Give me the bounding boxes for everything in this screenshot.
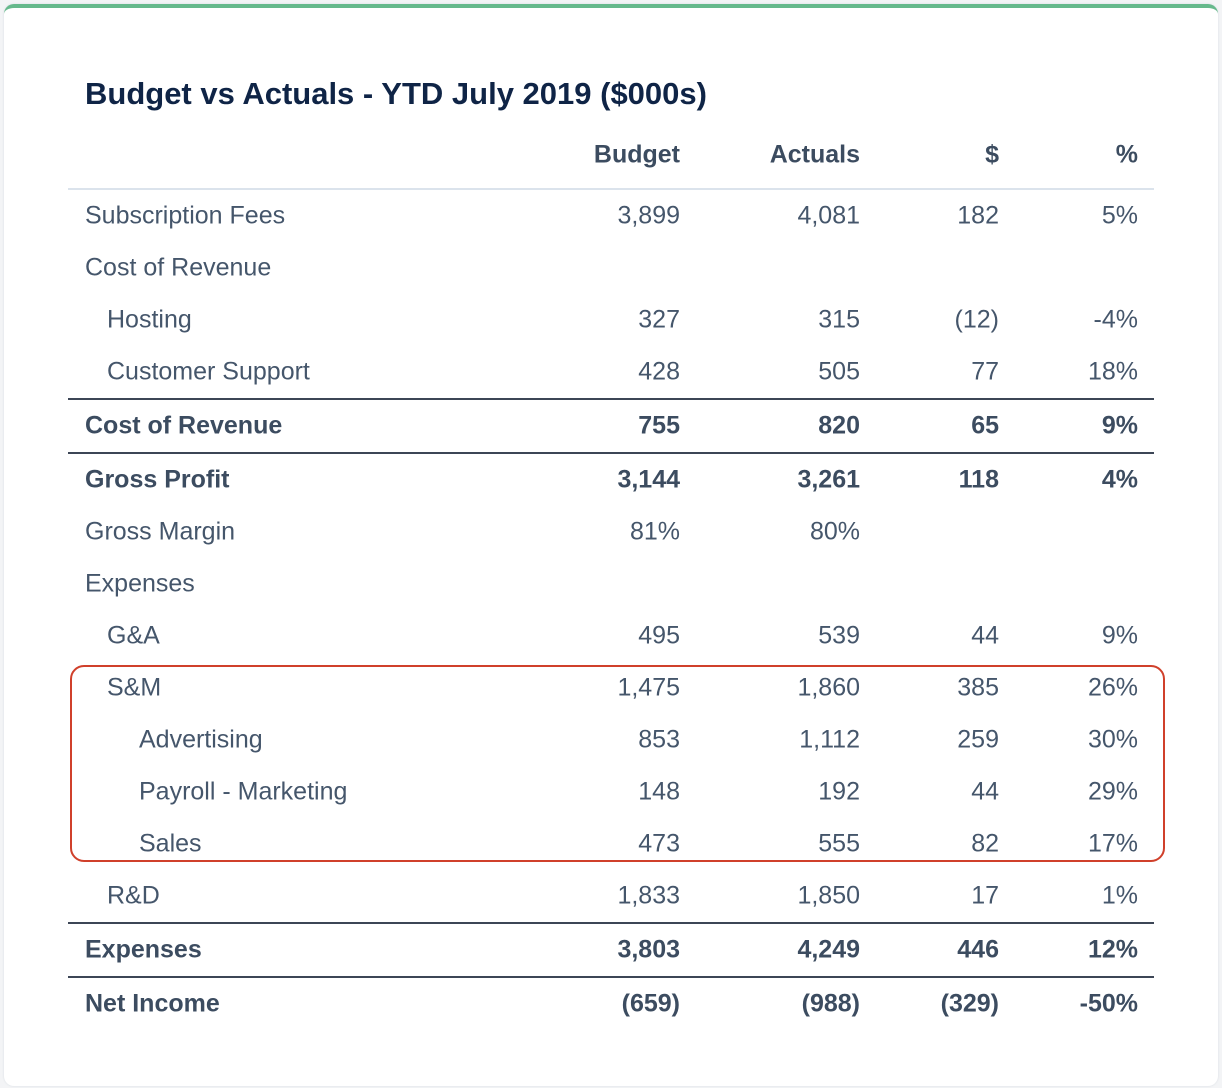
cell-budget: (659) bbox=[621, 989, 680, 1018]
cell-actuals: 192 bbox=[818, 777, 860, 806]
row-label: G&A bbox=[107, 621, 160, 650]
row-label: Sales bbox=[139, 829, 202, 858]
cell-variance-pct: 17% bbox=[1087, 829, 1138, 858]
col-variance-pct: % bbox=[1115, 140, 1138, 169]
row-label: Advertising bbox=[139, 725, 263, 754]
cell-variance-dollar: (329) bbox=[940, 989, 999, 1018]
cell-variance-dollar: 385 bbox=[957, 673, 999, 702]
cell-actuals: 4,081 bbox=[797, 201, 860, 230]
cell-budget: 3,803 bbox=[617, 935, 680, 964]
cell-budget: 3,144 bbox=[617, 465, 680, 494]
cell-actuals: 4,249 bbox=[797, 935, 860, 964]
table-row: Cost of Revenue bbox=[68, 242, 1154, 294]
cell-actuals: 1,850 bbox=[797, 881, 860, 910]
report-card bbox=[4, 4, 1218, 1086]
report-title: Budget vs Actuals - YTD July 2019 ($000s… bbox=[85, 76, 707, 111]
cell-actuals: 3,261 bbox=[797, 465, 860, 494]
cell-variance-pct: 9% bbox=[1101, 411, 1138, 440]
cell-variance-dollar: 82 bbox=[971, 829, 999, 858]
cell-variance-pct: 12% bbox=[1087, 935, 1138, 964]
budget-table: Budget Actuals $ % Subscription Fees 3,89… bbox=[68, 130, 1154, 1030]
cell-actuals: 315 bbox=[818, 305, 860, 334]
cell-variance-dollar: 44 bbox=[971, 621, 999, 650]
row-label: Customer Support bbox=[107, 357, 310, 386]
cell-budget: 1,475 bbox=[617, 673, 680, 702]
cell-actuals: 80% bbox=[809, 517, 860, 546]
sm-highlight-box bbox=[70, 665, 1165, 862]
row-label: Expenses bbox=[85, 935, 202, 964]
table-row: Subscription Fees 3,899 4,081 182 5% bbox=[68, 190, 1154, 242]
cell-variance-pct: 18% bbox=[1087, 357, 1138, 386]
table-row: Cost of Revenue 755 820 65 9% bbox=[68, 398, 1154, 452]
cell-variance-dollar: 44 bbox=[971, 777, 999, 806]
row-label: Cost of Revenue bbox=[85, 411, 283, 440]
table-row: R&D 1,833 1,850 17 1% bbox=[68, 870, 1154, 922]
cell-variance-pct: 29% bbox=[1087, 777, 1138, 806]
cell-budget: 473 bbox=[638, 829, 680, 858]
cell-actuals: 555 bbox=[818, 829, 860, 858]
cell-actuals: 1,860 bbox=[797, 673, 860, 702]
col-variance-dollar: $ bbox=[985, 140, 999, 169]
row-label: S&M bbox=[107, 673, 162, 702]
col-actuals: Actuals bbox=[769, 140, 860, 169]
table-row: Gross Margin 81% 80% bbox=[68, 506, 1154, 558]
cell-variance-dollar: 118 bbox=[958, 465, 999, 494]
cell-budget: 3,899 bbox=[617, 201, 680, 230]
table-row: Expenses bbox=[68, 558, 1154, 610]
cell-variance-pct: 26% bbox=[1087, 673, 1138, 702]
cell-budget: 428 bbox=[638, 357, 680, 386]
table-row: Expenses 3,803 4,249 446 12% bbox=[68, 922, 1154, 976]
table-row: Sales 473 555 82 17% bbox=[68, 818, 1154, 870]
cell-budget: 495 bbox=[638, 621, 680, 650]
cell-budget: 148 bbox=[638, 777, 680, 806]
cell-budget: 327 bbox=[638, 305, 680, 334]
table-row: Gross Profit 3,144 3,261 118 4% bbox=[68, 452, 1154, 506]
cell-variance-pct: 4% bbox=[1101, 465, 1138, 494]
row-label: Gross Profit bbox=[85, 465, 230, 494]
cell-variance-pct: -50% bbox=[1079, 989, 1138, 1018]
cell-budget: 81% bbox=[629, 517, 680, 546]
cell-variance-pct: 9% bbox=[1101, 621, 1138, 650]
cell-variance-pct: -4% bbox=[1093, 305, 1138, 334]
cell-variance-dollar: 65 bbox=[971, 411, 999, 440]
cell-budget: 1,833 bbox=[617, 881, 680, 910]
row-label: Hosting bbox=[107, 305, 192, 334]
row-label: Net Income bbox=[85, 989, 220, 1018]
col-budget: Budget bbox=[593, 140, 680, 169]
cell-variance-dollar: 77 bbox=[971, 357, 999, 386]
table-header: Budget Actuals $ % bbox=[68, 130, 1154, 190]
cell-variance-dollar: 446 bbox=[957, 935, 999, 964]
row-label: R&D bbox=[107, 881, 160, 910]
cell-variance-pct: 5% bbox=[1101, 201, 1138, 230]
cell-variance-dollar: 259 bbox=[957, 725, 999, 754]
table-row: Hosting 327 315 (12) -4% bbox=[68, 294, 1154, 346]
row-label: Cost of Revenue bbox=[85, 253, 272, 282]
table-row: Customer Support 428 505 77 18% bbox=[68, 346, 1154, 398]
cell-actuals: 1,112 bbox=[799, 725, 860, 754]
cell-actuals: 820 bbox=[818, 411, 860, 440]
table-row: Payroll - Marketing 148 192 44 29% bbox=[68, 766, 1154, 818]
table-row: Advertising 853 1,112 259 30% bbox=[68, 714, 1154, 766]
row-label: Gross Margin bbox=[85, 517, 236, 546]
cell-variance-pct: 1% bbox=[1101, 881, 1138, 910]
cell-actuals: 539 bbox=[818, 621, 860, 650]
row-label: Subscription Fees bbox=[85, 201, 286, 230]
row-label: Payroll - Marketing bbox=[139, 777, 348, 806]
table-row: Net Income (659) (988) (329) -50% bbox=[68, 976, 1154, 1030]
cell-variance-pct: 30% bbox=[1087, 725, 1138, 754]
row-label: Expenses bbox=[85, 569, 195, 598]
cell-variance-dollar: 182 bbox=[957, 201, 999, 230]
cell-actuals: 505 bbox=[818, 357, 860, 386]
cell-budget: 853 bbox=[638, 725, 680, 754]
cell-actuals: (988) bbox=[801, 989, 860, 1018]
cell-budget: 755 bbox=[638, 411, 680, 440]
cell-variance-dollar: (12) bbox=[954, 305, 999, 334]
table-row: S&M 1,475 1,860 385 26% bbox=[68, 662, 1154, 714]
cell-variance-dollar: 17 bbox=[971, 881, 999, 910]
table-row: G&A 495 539 44 9% bbox=[68, 610, 1154, 662]
